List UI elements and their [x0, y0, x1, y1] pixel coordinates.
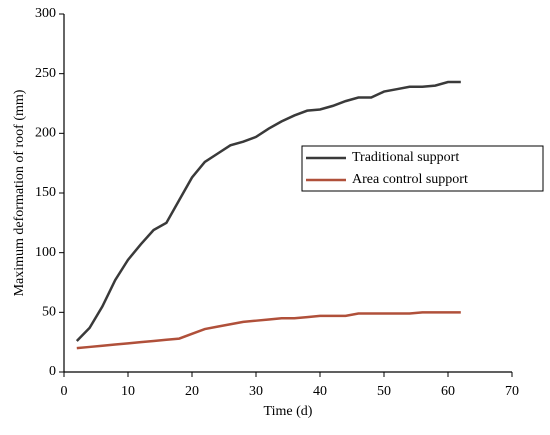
- x-tick-label: 0: [61, 384, 68, 399]
- y-tick-label: 0: [49, 364, 56, 379]
- x-tick-label: 70: [505, 384, 519, 399]
- x-tick-label: 50: [377, 384, 391, 399]
- series-line: [75, 80, 461, 342]
- legend-label: Area control support: [352, 172, 468, 187]
- x-tick-label: 30: [249, 384, 263, 399]
- y-tick-label: 250: [35, 66, 56, 81]
- y-axis-label: Maximum deformation of roof (mm): [12, 89, 27, 296]
- x-tick-label: 20: [185, 384, 199, 399]
- y-tick-label: 150: [35, 185, 56, 200]
- legend-label: Traditional support: [352, 150, 459, 165]
- x-tick-label: 40: [313, 384, 327, 399]
- legend-box: [301, 145, 544, 192]
- y-tick-label: 300: [35, 6, 56, 21]
- y-tick-label: 50: [42, 305, 56, 320]
- y-tick-label: 100: [35, 245, 56, 260]
- y-tick-label: 200: [35, 126, 56, 141]
- x-tick-label: 60: [441, 384, 455, 399]
- x-axis-label: Time (d): [264, 404, 313, 419]
- x-tick-label: 10: [121, 384, 135, 399]
- series-line: [76, 311, 461, 350]
